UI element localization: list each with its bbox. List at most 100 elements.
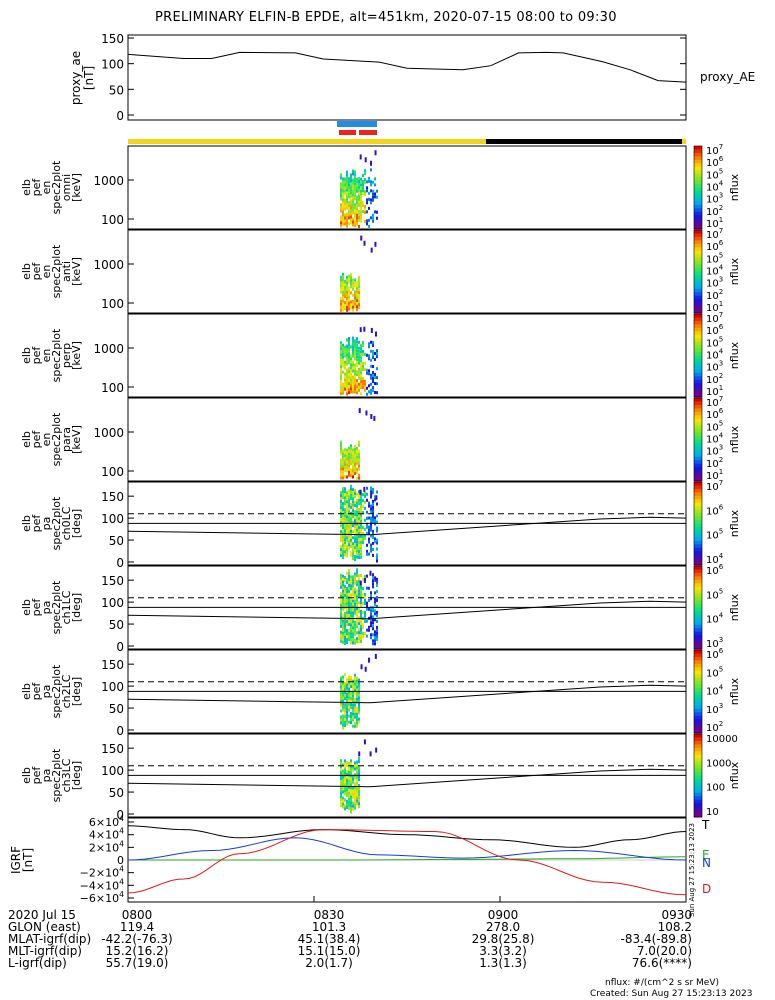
spectrogram-cell [342, 452, 344, 456]
spectrogram-cell [342, 487, 344, 491]
spectrogram-cell [354, 549, 356, 553]
spectrogram-cell [344, 602, 346, 606]
spectrogram-cell [350, 447, 352, 451]
spectrogram-cell [358, 496, 360, 500]
spectrogram-cell [344, 804, 346, 808]
spectrogram-cell [350, 273, 352, 277]
spectrogram-cell [348, 186, 350, 190]
spectrogram-cell [348, 534, 350, 538]
spectrogram-cell [354, 721, 356, 725]
spectrogram-cell [352, 287, 354, 291]
spectrogram-cell [344, 578, 346, 582]
spectrogram-cell [342, 476, 344, 480]
spectrogram-cell [370, 216, 372, 220]
spectrogram-cell [346, 512, 348, 516]
panel-ylabel: pef [30, 766, 43, 785]
spectrogram-cell [356, 525, 358, 529]
spectrogram-cell [368, 206, 370, 210]
spectrogram-cell [358, 306, 360, 310]
spectrogram-cell [350, 720, 352, 724]
spectrogram-cell [368, 390, 370, 394]
spectrogram-cell [362, 632, 364, 636]
spectrogram-cell [346, 611, 348, 615]
spectrogram-cell [360, 368, 362, 372]
spectrogram-cell [376, 589, 378, 593]
spectrogram-cell [358, 760, 360, 764]
spectrogram-cell [358, 443, 360, 447]
spectrogram-cell [352, 554, 354, 558]
spectrogram-cell [342, 514, 344, 518]
spectrogram-cell [342, 601, 344, 605]
spectrogram-cell [348, 504, 350, 508]
spectrogram-cell [356, 775, 358, 779]
spectrogram-cell [360, 177, 362, 181]
spectrogram-cell [340, 639, 342, 643]
spectrogram-cell [356, 691, 358, 695]
spectrogram-cell [346, 572, 348, 576]
colorbar-label: nflux [728, 425, 741, 453]
spectrogram-cell [356, 528, 358, 532]
spectrogram-cell [340, 500, 342, 504]
spectrogram-cell [350, 285, 352, 289]
footer-value: -83.4(-89.8) [621, 932, 692, 946]
spectrogram-cell [354, 546, 356, 550]
spectrogram-cell [360, 374, 362, 378]
spectrogram-cell [344, 762, 346, 766]
spectrogram-cell [352, 381, 354, 385]
spectrogram-cell [340, 365, 342, 369]
colorbar-swatch [694, 288, 702, 293]
spectrogram-cell [340, 476, 342, 480]
colorbar-swatch [694, 754, 702, 759]
spectrogram-cell [354, 366, 356, 370]
spectrogram-cell [346, 451, 348, 455]
spectrogram-cell [348, 370, 350, 374]
spectrogram-cell [372, 350, 374, 354]
spectrogram-cell [370, 349, 372, 353]
colorbar-swatch [694, 785, 702, 790]
spectrogram-cell [354, 516, 356, 520]
spectrogram-cell [342, 681, 344, 685]
spectrogram-cell [340, 718, 342, 722]
spectrogram-cell [372, 535, 374, 539]
spectrogram-cell [363, 326, 366, 332]
spectrogram-cell [348, 678, 350, 682]
colorbar-label: nflux [728, 173, 741, 201]
spectrogram-cell [362, 183, 364, 187]
colorbar-swatch [694, 390, 702, 395]
colorbar-swatch [694, 415, 702, 420]
spectrogram-cell [354, 806, 356, 810]
spectrogram-cell [348, 473, 350, 477]
spectrogram-cell [342, 577, 344, 581]
spectrogram-cell [344, 635, 346, 639]
spectrogram-cell [356, 373, 358, 377]
spectrogram-cell [356, 198, 358, 202]
spectrogram-cell [346, 371, 348, 375]
spectrogram-cell [358, 574, 360, 578]
colorbar-swatch [694, 645, 702, 650]
spectrogram-cell [369, 570, 372, 576]
spectrogram-cell [344, 490, 346, 494]
spectrogram-cell [340, 470, 342, 474]
spectrogram-cell [366, 552, 368, 556]
anti-loss-cone-line [127, 684, 687, 704]
spectrogram-cell [342, 186, 344, 190]
spectrogram-cell [362, 204, 364, 208]
spectrogram-cell [372, 213, 374, 217]
panel-ylabel: en [40, 433, 53, 447]
spectrogram-cell [346, 686, 348, 690]
proxy-ae-line [127, 51, 687, 83]
spectrogram-cell [340, 197, 342, 201]
spectrogram-cell [352, 220, 354, 224]
colorbar-swatch [694, 177, 702, 182]
spectrogram-cell [348, 189, 350, 193]
spectrogram-cell [344, 186, 346, 190]
panel-5 [127, 481, 703, 566]
spectrogram-cell [370, 160, 373, 166]
spectrogram-cell [354, 345, 356, 349]
spectrogram-cell [350, 179, 352, 183]
spectrogram-cell [358, 388, 360, 392]
spectrogram-cell [354, 641, 356, 645]
colorbar-swatch [694, 744, 702, 749]
spectrogram-cell [340, 771, 342, 775]
